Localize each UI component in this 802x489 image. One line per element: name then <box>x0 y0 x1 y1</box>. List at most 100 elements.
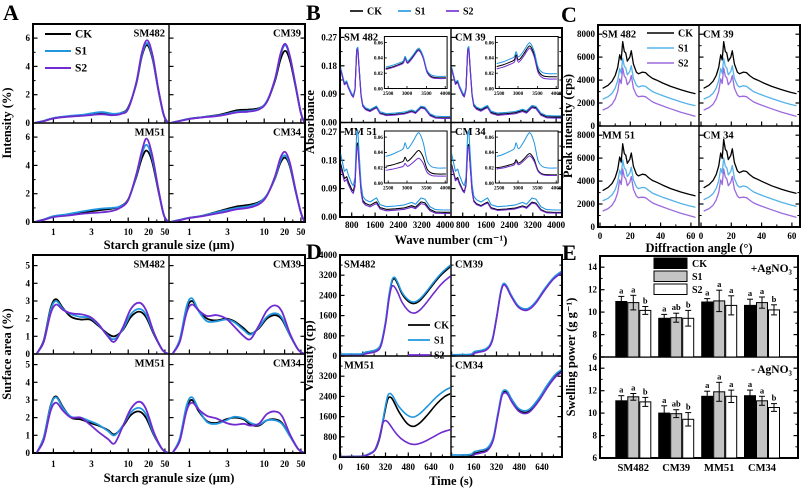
bar-sm482-s2 <box>639 309 652 358</box>
y-tick-label: 1600 <box>319 311 338 321</box>
significance-letter: b <box>686 299 691 309</box>
treatment-annotation: - AgNO₃ <box>751 364 792 376</box>
significance-letter: a <box>631 383 636 393</box>
y-tick-label: 0.27 <box>321 127 337 137</box>
x-tick-label: 3 <box>89 227 94 237</box>
series-line-s1 <box>602 57 696 107</box>
significance-letter: ab <box>672 302 681 312</box>
y-tick-label: 2400 <box>319 290 338 300</box>
inset-y-tick: 0.02 <box>485 166 494 172</box>
significance-letter: b <box>643 386 648 396</box>
series-line-s1 <box>172 396 305 453</box>
subplot-mm51: 0 800 1600 2400 3200 0 160 320 480 640 MM51 <box>319 355 451 472</box>
y-tick-label: 0.09 <box>321 89 337 99</box>
inset-series-line-s1 <box>385 47 446 77</box>
inset-series-line-s2 <box>385 49 446 80</box>
x-tick-label: 50 <box>160 227 170 237</box>
y-tick-label: 10 <box>588 408 598 418</box>
inset-y-tick: 0.06 <box>485 40 494 46</box>
y-tick-label: 4 <box>26 278 31 288</box>
subplot-title: SM 482 <box>602 30 636 41</box>
x-axis-title: Starch granule size (μm) <box>104 238 235 252</box>
inset-y-tick: 0.00 <box>374 181 383 187</box>
significance-letter: a <box>619 285 624 295</box>
y-tick-label: 6 <box>26 132 31 142</box>
significance-letter: ab <box>672 399 681 409</box>
inset-x-tick: 3500 <box>532 186 543 192</box>
x-tick-label: 50 <box>296 459 306 469</box>
x-tick-label: 1 <box>51 227 56 237</box>
y-tick-label: 3 <box>26 296 31 306</box>
category-label: SM482 <box>618 463 650 474</box>
significance-letter: a <box>760 385 765 395</box>
legend: CK S1 S2 <box>408 321 449 362</box>
y-tick-label: 2 <box>26 413 31 423</box>
inset-series-line-ck <box>385 149 446 175</box>
series-line-s2 <box>340 275 451 356</box>
bar-cm34-ck <box>744 304 756 358</box>
legend-label-s2: S2 <box>75 63 87 75</box>
inset-series-line-s1 <box>385 132 446 169</box>
legend: CK S1 S2 <box>647 29 693 70</box>
series-line-s2 <box>340 147 451 215</box>
y-tick-label: 5 <box>26 360 31 370</box>
y-tick-label: 1600 <box>319 412 338 422</box>
x-tick-label: 4000 <box>436 220 455 230</box>
subplot-sm482: 0 1 2 3 4 5 SM482 <box>26 260 169 359</box>
series-line-s1 <box>451 46 562 117</box>
y-tick-label: 8000 <box>577 130 596 140</box>
x-tick-label: 20 <box>280 227 290 237</box>
bar-mm51-s2 <box>725 395 738 459</box>
bar-sm482-s1 <box>627 302 640 358</box>
y-tick-label: 2000 <box>577 199 596 209</box>
series-line-s2 <box>170 42 305 123</box>
y-axis-title: Surface area (%) <box>0 308 14 399</box>
significance-letter: a <box>729 379 734 389</box>
y-tick-label: 2 <box>26 90 31 100</box>
y-tick-label: 5 <box>26 261 31 271</box>
x-tick-label: 640 <box>535 462 549 472</box>
subplot-mm51: 0 2000 4000 6000 8000 0 20 40 60 MM 51 <box>577 130 696 241</box>
legend-label-s1: S1 <box>415 7 426 18</box>
inset-x-tick: 3000 <box>513 186 524 192</box>
bar-cm34-s2 <box>768 407 780 459</box>
series-line-s2 <box>172 401 305 453</box>
series-line-s2 <box>471 371 562 457</box>
subplot-title: CM39 <box>273 260 301 271</box>
y-tick-label: 0 <box>333 351 338 361</box>
y-tick-label: 1 <box>26 430 31 440</box>
x-tick-label: 320 <box>490 462 504 472</box>
subplot-cm39: CM39 <box>451 254 562 357</box>
y-tick-label: 8 <box>593 431 598 441</box>
subplot-title: SM482 <box>134 260 166 271</box>
treatment-annotation: +AgNO₃ <box>751 263 793 275</box>
x-tick-label: 320 <box>379 462 393 472</box>
legend-swatch-ck <box>653 257 688 269</box>
y-tick-label: 0.00 <box>321 212 337 222</box>
inset-x-tick: 3500 <box>421 186 432 192</box>
subplot-sm482: 0 2000 4000 6000 8000 SM 482 <box>577 29 696 131</box>
series-line-ck <box>172 300 305 354</box>
series-line-s2 <box>36 400 169 453</box>
inset-y-tick: 0.06 <box>485 135 494 141</box>
x-axis-title: Starch granule size (μm) <box>104 471 235 485</box>
x-tick-label: 20 <box>280 459 290 469</box>
bar-cm39-ck <box>658 317 671 358</box>
x-tick-label: 3 <box>89 459 94 469</box>
y-tick-label: 3 <box>26 395 31 405</box>
panel-c: C Peak intensity (cps) Diffraction angle (… <box>561 2 801 255</box>
series-line-ck <box>451 370 562 457</box>
series-line-ck <box>340 392 451 457</box>
bar-mm51-ck <box>701 395 714 459</box>
subplot-title: SM482 <box>134 29 166 40</box>
y-axis-title: Viscosity (cp) <box>302 320 316 391</box>
x-tick-label: 20 <box>727 231 737 241</box>
x-tick-label: 60 <box>787 231 797 241</box>
x-tick-label: 3200 <box>524 220 543 230</box>
inset-cm34: 0.00 0.02 0.04 0.06 2500 3000 3500 4000 <box>485 130 562 192</box>
subplot-title: CM 39 <box>703 30 734 41</box>
subplot-title: CM 34 <box>455 127 486 138</box>
significance-letter: a <box>760 286 765 296</box>
subplot-mm51: 0 2 4 6 1 3 10 20 50 MM51 <box>26 128 170 238</box>
